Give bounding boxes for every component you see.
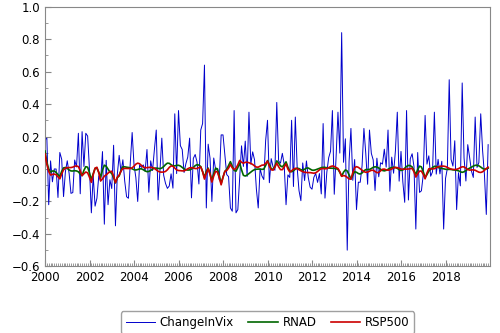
RSP500 — [112, 181, 118, 185]
ChangeInVix — [192, 153, 198, 157]
RNAD — [60, 166, 66, 170]
ChangeInVix — [458, 184, 464, 188]
ChangeInVix — [42, 138, 48, 142]
ChangeInVix — [344, 248, 350, 252]
RSP500 — [337, 169, 343, 173]
RNAD — [192, 164, 198, 167]
RSP500 — [60, 168, 66, 172]
Line: ChangeInVix: ChangeInVix — [45, 33, 488, 250]
RSP500 — [42, 152, 48, 156]
RSP500 — [72, 164, 78, 168]
ChangeInVix — [485, 143, 491, 147]
ChangeInVix — [60, 194, 66, 198]
Line: RSP500: RSP500 — [45, 154, 488, 185]
ChangeInVix — [335, 110, 341, 114]
RNAD — [485, 166, 491, 170]
RSP500 — [485, 165, 491, 169]
ChangeInVix — [338, 31, 344, 35]
ChangeInVix — [112, 224, 118, 228]
RNAD — [218, 181, 224, 185]
RSP500 — [456, 167, 462, 171]
Legend: ChangeInVix, RNAD, RSP500: ChangeInVix, RNAD, RSP500 — [121, 311, 414, 333]
Line: RNAD: RNAD — [45, 151, 488, 183]
RNAD — [42, 149, 48, 153]
RNAD — [112, 181, 118, 185]
RNAD — [72, 169, 78, 173]
RSP500 — [218, 183, 224, 187]
ChangeInVix — [72, 158, 78, 162]
RSP500 — [192, 166, 198, 170]
RNAD — [337, 170, 343, 174]
RNAD — [456, 169, 462, 173]
